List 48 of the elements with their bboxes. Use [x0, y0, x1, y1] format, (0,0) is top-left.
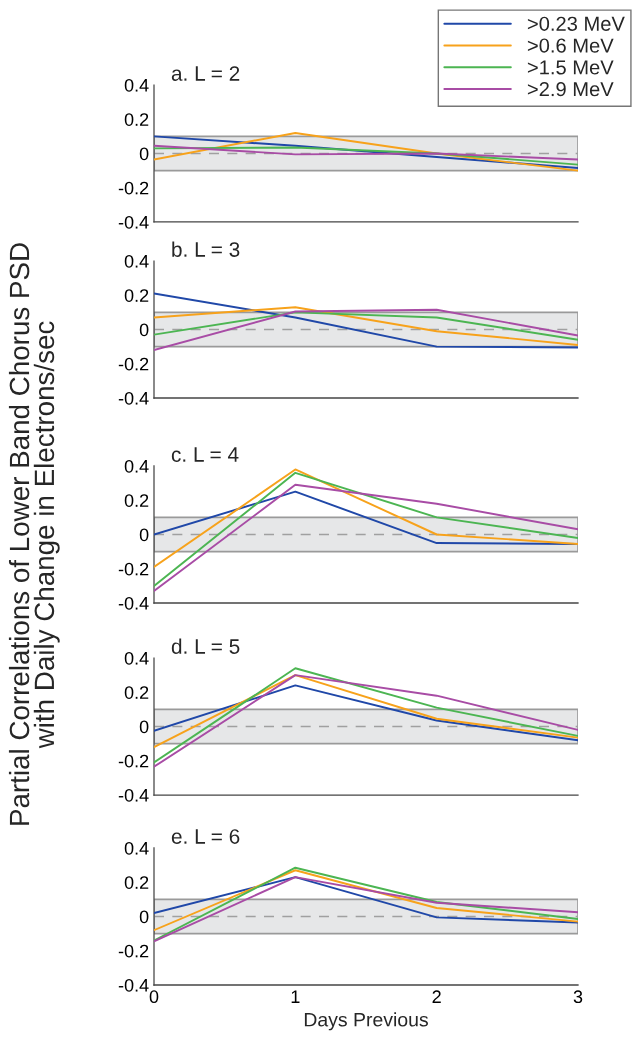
- line-series: [154, 144, 578, 161]
- y-tick-label: 0.2: [124, 686, 149, 699]
- chart-title: e. L = 6: [171, 829, 240, 844]
- chart-title: d. L = 5: [171, 638, 240, 654]
- x-tick-label: 1: [291, 990, 300, 1003]
- y-tick-label: -0.2: [118, 754, 149, 768]
- y-tick-label: 0.2: [124, 113, 149, 126]
- y-tick-label: 0.2: [124, 494, 149, 507]
- chart-title: c. L = 4: [171, 447, 239, 462]
- line-series: [154, 876, 578, 924]
- chart-title: b. L = 3: [172, 241, 240, 257]
- line-series: [154, 146, 578, 166]
- chart-title: a. L = 2: [171, 66, 240, 81]
- legend-label: >0.6 MeV: [527, 38, 614, 53]
- y-tick-label: 0.4: [124, 254, 149, 268]
- y-tick-label: 0: [139, 910, 149, 924]
- y-tick-label: -0.4: [118, 978, 149, 992]
- y-tick-label: 0.2: [124, 876, 149, 889]
- y-tick-label: -0.2: [118, 181, 149, 195]
- y-tick-label: -0.4: [118, 215, 149, 229]
- y-tick-label: 0.4: [124, 78, 149, 92]
- y-tick-label: -0.2: [118, 944, 149, 958]
- y-tick-label: -0.2: [118, 562, 149, 576]
- line-series: [154, 684, 578, 742]
- y-tick-label: 0: [139, 528, 149, 542]
- y-tick-label: 0.4: [124, 651, 149, 665]
- legend-label: >0.23 MeV: [527, 16, 625, 31]
- y-tick-label: -0.4: [118, 391, 149, 405]
- line-series: [154, 674, 578, 749]
- y-tick-label: 0.2: [124, 289, 149, 302]
- legend-label: >1.5 MeV: [527, 60, 614, 75]
- line-series: [154, 869, 578, 932]
- y-tick-label: 0: [139, 147, 149, 161]
- y-tick-label: 0: [139, 720, 149, 734]
- y-tick-label: -0.2: [118, 357, 149, 371]
- x-axis-title: Days Previous: [304, 1012, 428, 1031]
- x-tick-label: 2: [432, 990, 441, 1003]
- y-tick-label: -0.4: [118, 596, 149, 610]
- x-tick-label: 3: [573, 990, 583, 1004]
- y-tick-label: 0: [139, 323, 149, 337]
- legend-label: >2.9 MeV: [527, 82, 614, 97]
- y-axis-title: Partial Correlations of Lower Band Chorus PSD with Daily Change in Electrons/sec: [8, 243, 60, 825]
- y-tick-label: 0.4: [124, 841, 149, 855]
- line-series: [154, 292, 578, 349]
- y-tick-label: 0.4: [124, 459, 149, 473]
- y-tick-label: -0.4: [118, 788, 149, 802]
- x-tick-label: 0: [149, 990, 159, 1004]
- line-series: [154, 468, 578, 569]
